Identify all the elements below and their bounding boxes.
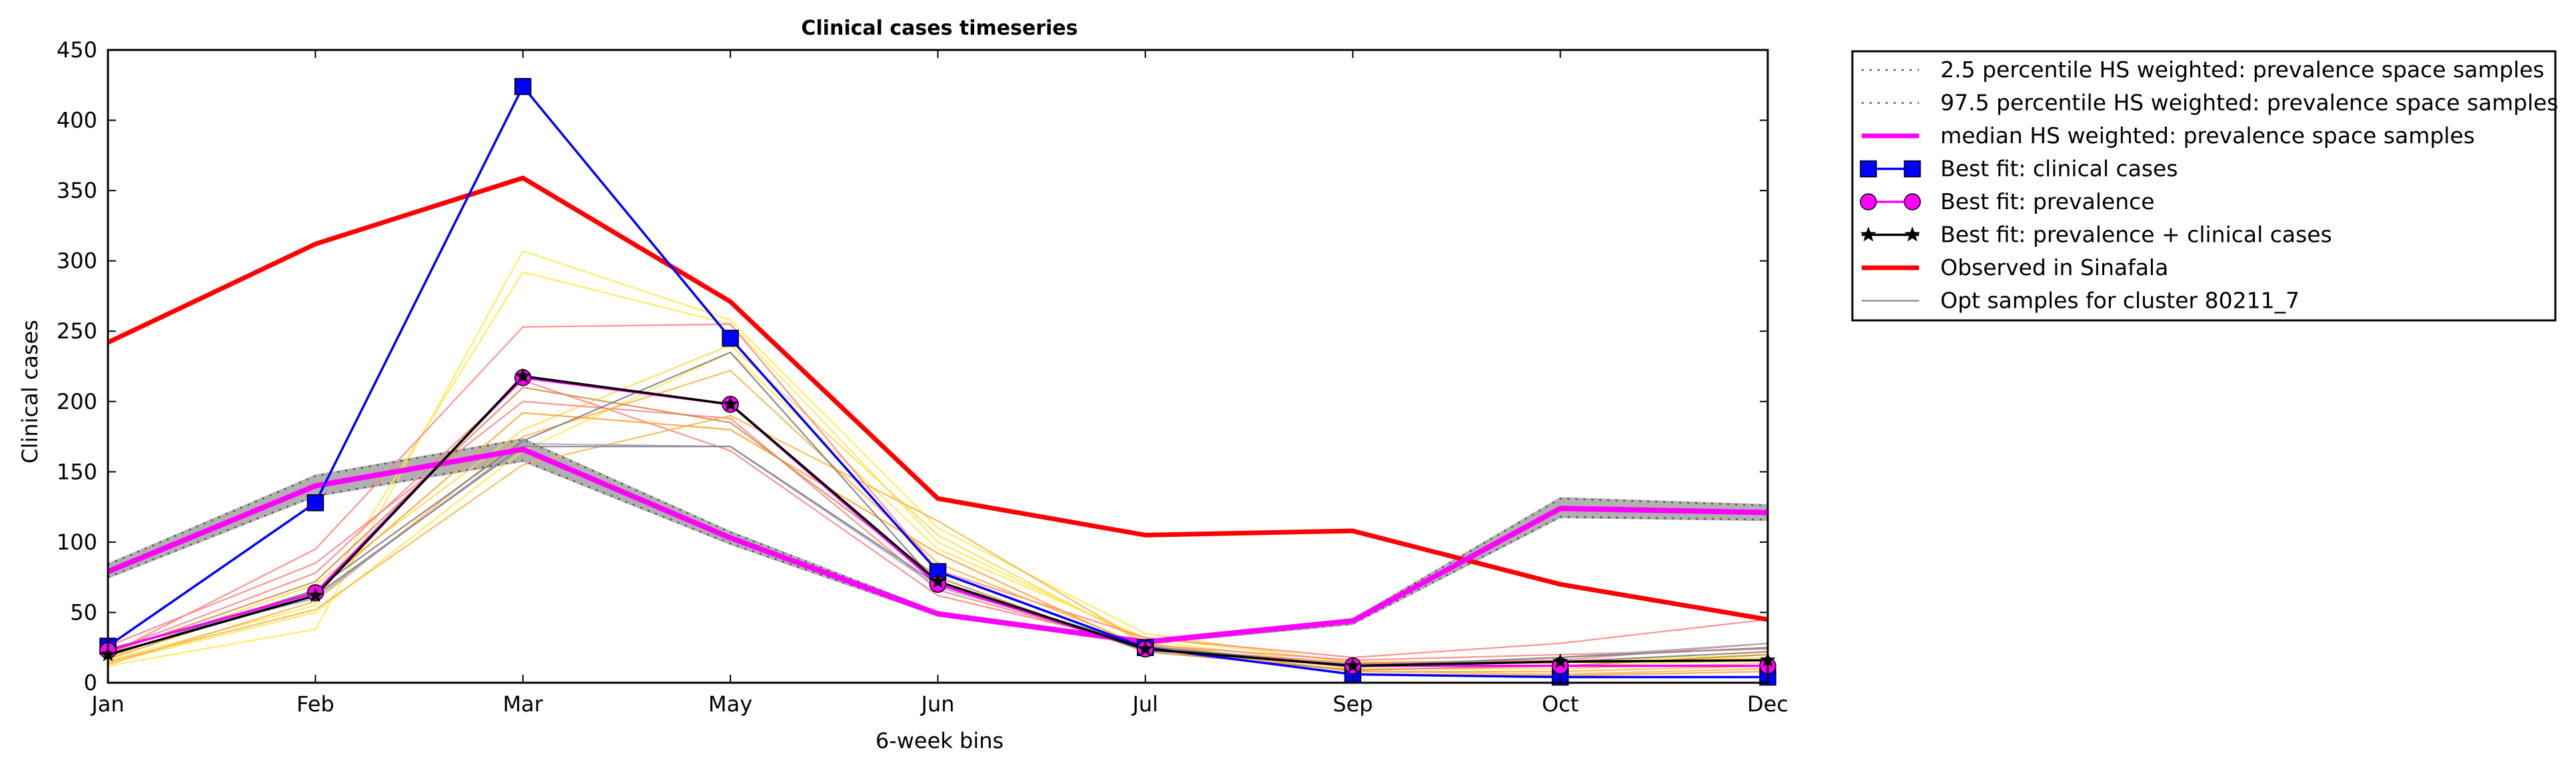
legend-marker [1860, 193, 1877, 210]
series-line-3 [108, 446, 1768, 645]
marker-star-8 [1552, 653, 1569, 669]
y-tick-label: 250 [57, 318, 97, 344]
y-tick-label: 100 [57, 530, 97, 555]
y-tick-label: 450 [57, 37, 97, 63]
series-line-2 [108, 438, 1768, 641]
legend-label-5: Best fit: prevalence [1940, 189, 2155, 214]
x-tick-label: May [708, 691, 752, 717]
legend-label-7: Observed in Sinafala [1940, 254, 2168, 280]
y-tick-label: 0 [84, 670, 97, 695]
x-axis-label: 6-week bins [876, 728, 1003, 753]
legend-label-2: 97.5 percentile HS weighted: prevalence … [1940, 90, 2559, 116]
marker-star-3 [514, 368, 531, 383]
sample-line-8 [108, 414, 1768, 673]
x-tick-label: Jan [90, 691, 124, 717]
x-tick-label: Jul [1131, 691, 1159, 717]
y-tick-label: 400 [57, 108, 97, 133]
legend-marker [1860, 160, 1877, 178]
marker-square-5 [929, 563, 947, 580]
x-tick-label: Dec [1747, 691, 1788, 717]
legend-label-6: Best fit: prevalence + clinical cases [1940, 222, 2332, 248]
legend-marker [1904, 226, 1920, 242]
marker-star-2 [307, 587, 324, 603]
x-tick-label: Feb [297, 691, 334, 717]
legend-marker [1904, 193, 1921, 210]
chart-title: Clinical cases timeseries [801, 17, 1077, 40]
y-tick-label: 150 [57, 459, 97, 484]
marker-star-6 [1137, 640, 1153, 656]
y-tick-label: 350 [57, 178, 97, 203]
y-axis-label: Clinical cases [17, 320, 43, 464]
legend-label-3: median HS weighted: prevalence space sam… [1940, 123, 2475, 149]
series-line-7 [108, 175, 1768, 622]
sample-line-7 [108, 379, 1768, 661]
legend: 2.5 percentile HS weighted: prevalence s… [1851, 50, 2559, 322]
marker-star-4 [722, 396, 738, 412]
legend-box [1851, 50, 2557, 322]
marker-square-3 [514, 78, 532, 95]
legend-label-4: Best fit: clinical cases [1940, 156, 2178, 182]
y-tick-label: 200 [57, 389, 97, 414]
marker-square-2 [307, 494, 324, 512]
x-tick-label: Jun [920, 691, 955, 717]
legend-marker [1860, 226, 1876, 242]
marker-square-4 [722, 330, 739, 347]
marker-star-5 [930, 573, 946, 589]
marker-star-7 [1345, 657, 1361, 673]
legend-label-8: Opt samples for cluster 80211_7 [1940, 288, 2299, 314]
x-tick-label: Sep [1333, 691, 1373, 717]
x-tick-label: Mar [503, 691, 544, 717]
y-tick-label: 50 [70, 599, 97, 625]
x-tick-label: Oct [1542, 691, 1579, 717]
legend-label-1: 2.5 percentile HS weighted: prevalence s… [1940, 57, 2545, 83]
legend-marker [1904, 160, 1921, 178]
plot-area: Jan Feb Mar May Jun Jul Sep Oct Dec 0 50 100 150 200 2… [57, 37, 1788, 717]
y-tick-label: 300 [57, 248, 97, 274]
